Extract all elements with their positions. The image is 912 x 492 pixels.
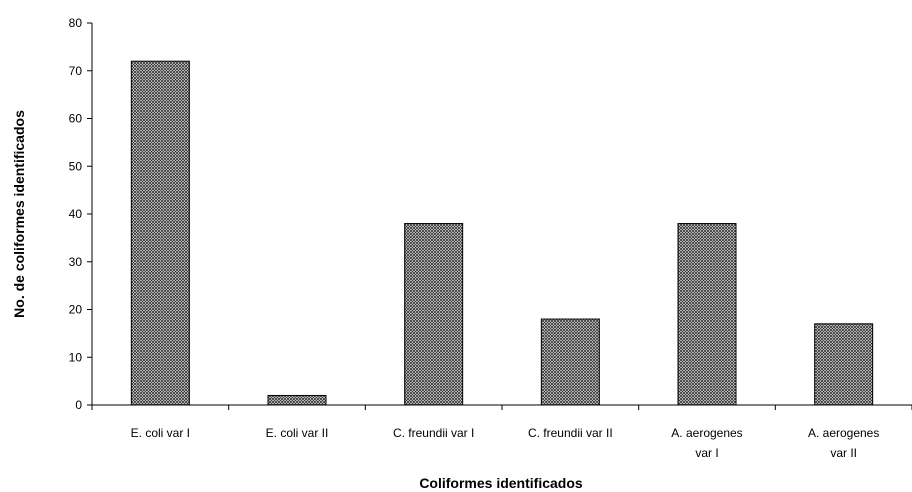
bar xyxy=(540,318,600,406)
x-category-label: E. coli var II xyxy=(266,426,329,440)
y-tick-label: 70 xyxy=(69,64,83,78)
x-category-label: A. aerogenes xyxy=(808,426,879,440)
x-category-label: E. coli var I xyxy=(131,426,190,440)
y-ticks-group: 0 10 20 30 40 50 60 70 80 xyxy=(69,16,912,412)
y-tick-label: 10 xyxy=(69,350,83,364)
x-category-label: var I xyxy=(695,446,718,460)
y-tick-label: 40 xyxy=(69,207,83,221)
y-tick-label: 30 xyxy=(69,255,83,269)
bar xyxy=(404,223,464,406)
y-axis-title: No. de coliformes identificados xyxy=(11,110,27,318)
bar xyxy=(814,323,874,406)
x-category-label: C. freundii var II xyxy=(528,426,613,440)
bars-group xyxy=(130,60,874,406)
bar xyxy=(677,223,737,406)
y-tick-label: 50 xyxy=(69,159,83,173)
axes-group xyxy=(91,23,912,406)
x-category-labels: E. coli var I E. coli var II C. freundii v… xyxy=(131,426,880,460)
y-tick-label: 0 xyxy=(75,398,82,412)
y-tick-label: 20 xyxy=(69,303,83,317)
x-category-label: var II xyxy=(830,446,857,460)
y-tick-label: 60 xyxy=(69,112,83,126)
y-tick-label: 80 xyxy=(69,16,83,30)
x-category-label: A. aerogenes xyxy=(671,426,742,440)
bar xyxy=(130,60,190,406)
x-category-label: C. freundii var I xyxy=(393,426,474,440)
bar xyxy=(267,394,327,406)
x-axis-title: Coliformes identificados xyxy=(419,475,583,491)
